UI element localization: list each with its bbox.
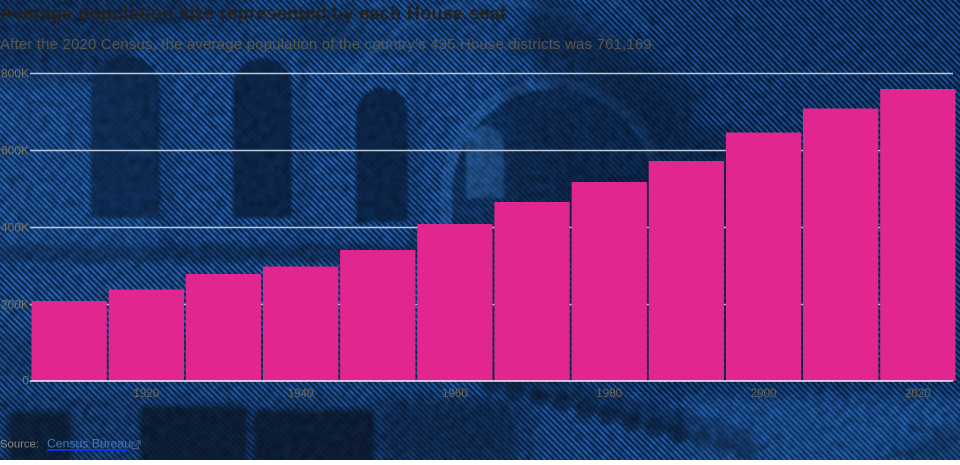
svg-text:0: 0 — [22, 374, 29, 388]
svg-text:1920: 1920 — [133, 387, 159, 400]
svg-text:2000: 2000 — [751, 387, 777, 400]
svg-text:After the 2020 Census, the ave: After the 2020 Census, the average popul… — [0, 36, 656, 53]
svg-text:Average population size repres: Average population size represented by e… — [0, 4, 506, 24]
svg-text:600K: 600K — [1, 144, 29, 158]
svg-text:Census Bureau: Census Bureau — [47, 437, 131, 451]
svg-text:1940: 1940 — [288, 387, 314, 400]
svg-text:Source:: Source: — [0, 439, 39, 451]
svg-text:200K: 200K — [1, 298, 29, 312]
svg-text:1960: 1960 — [442, 387, 468, 400]
svg-text:800K: 800K — [1, 67, 29, 81]
svg-text:1980: 1980 — [596, 387, 622, 400]
svg-text:400K: 400K — [1, 221, 29, 235]
svg-text:2020: 2020 — [905, 387, 931, 400]
